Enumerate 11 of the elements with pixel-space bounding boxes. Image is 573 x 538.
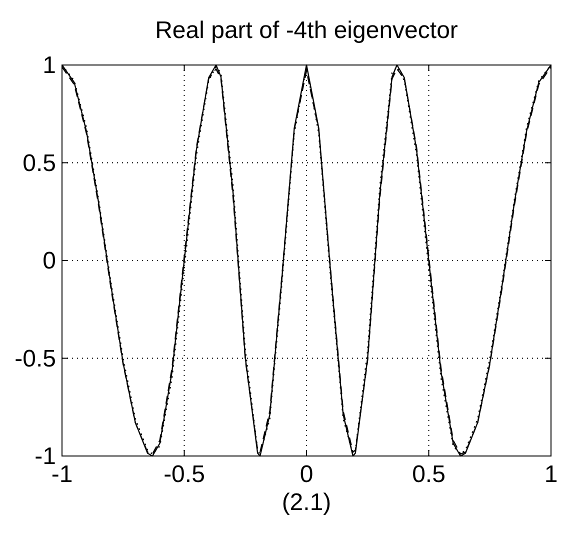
x-tick-label: 1 — [544, 461, 558, 488]
y-tick-label: -0.5 — [14, 345, 56, 372]
y-tick-label: 0 — [42, 248, 56, 274]
y-tick-label: 1 — [42, 52, 56, 79]
y-tick-label: -1 — [34, 443, 56, 470]
chart-title: Real part of -4th eigenvector — [155, 17, 458, 44]
x-tick-label: -0.5 — [164, 461, 205, 488]
x-tick-label: 0.5 — [412, 461, 446, 488]
x-axis-title: (2.1) — [282, 489, 332, 516]
y-tick-label: 0.5 — [22, 150, 56, 177]
x-tick-label: 0 — [300, 461, 314, 488]
